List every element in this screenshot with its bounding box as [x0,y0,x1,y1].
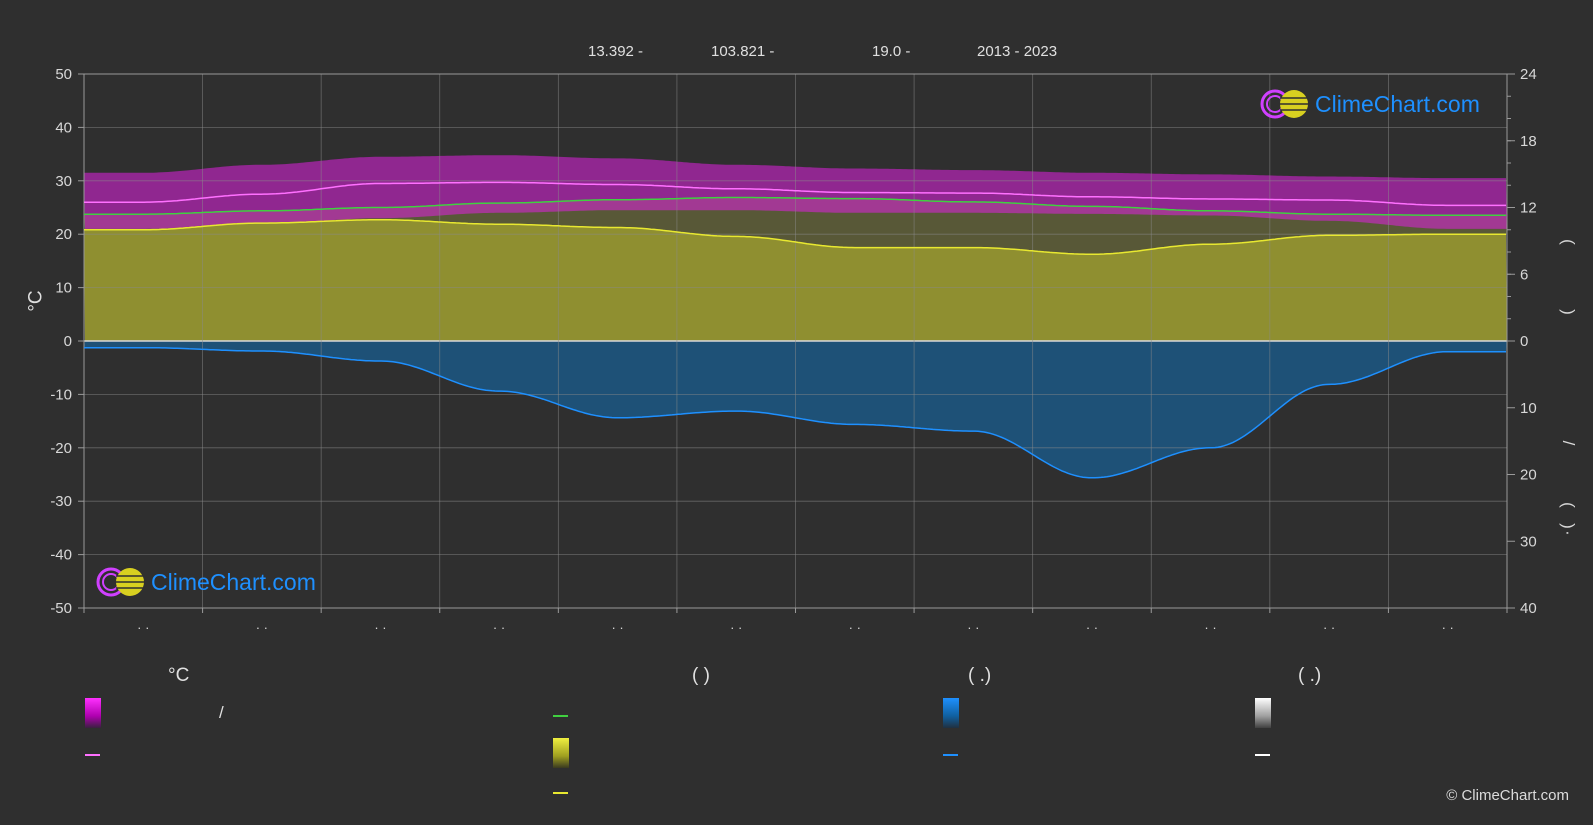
month-tick-label: · · [374,620,386,635]
month-tick-label: · · [1442,620,1454,635]
month-tick-label: · · [256,620,268,635]
month-tick-label: · · [967,620,979,635]
right-axis-tick-label: 30 [1520,533,1537,550]
month-tick-label: · · [849,620,861,635]
left-axis-tick-label: -20 [50,440,72,457]
right-axis-label-mark: ) [1559,309,1578,315]
daylight-line [84,196,1506,217]
right-axis-label-mark: / [1559,441,1578,446]
right-axis-label-mark: ) [1559,523,1578,529]
legend-snow-title: ( .) [1298,665,1322,686]
legend-snow-swatch [1255,698,1271,728]
month-tick-label: · · [137,620,149,635]
left-axis-tick-label: 10 [55,280,72,297]
left-axis-label: °C [25,290,47,312]
climechart-logo-icon [1260,89,1308,119]
right-axis-label-mark: · [1559,530,1578,536]
left-axis-tick-label: 30 [55,173,72,190]
precipitation-line [84,346,1506,479]
left-axis-tick-label: 50 [55,66,72,83]
legend-temp-title: °C [168,665,190,686]
month-tick-label: · · [493,620,505,635]
legend-sun-title: ( ) [692,665,710,686]
right-axis-tick-label: 18 [1520,133,1537,150]
right-axis-label-mark: ( [1559,239,1578,245]
legend-sunshine-swatch [553,738,569,768]
right-axis-tick-label: 20 [1520,467,1537,484]
legend-daylight-swatch [553,715,568,717]
right-axis-tick-label: 12 [1520,200,1537,217]
month-tick-label: · · [730,620,742,635]
right-axis-label-mark: ( [1559,502,1578,508]
copyright-text: © ClimeChart.com [1446,787,1569,804]
left-axis-tick-label: -30 [50,493,72,510]
month-tick-label: · · [1323,620,1335,635]
left-axis-tick-label: -40 [50,547,72,564]
legend-temp-range-text: / [219,703,224,722]
elevation-text: 19.0 - [872,43,911,60]
legend-rain-mean-swatch [943,754,958,756]
right-axis-tick-label: 0 [1520,333,1528,350]
left-axis-tick-label: -50 [50,600,72,617]
left-axis-tick-label: -10 [50,386,72,403]
right-axis-tick-label: 24 [1520,66,1537,83]
legend-rain-swatch [943,698,959,728]
legend-temp-range-swatch [85,698,101,728]
sunshine-line [84,218,1506,255]
month-tick-label: · · [611,620,623,635]
latitude-text: 13.392 - [588,43,644,60]
logo-top[interactable]: ClimeChart.com [1259,87,1480,121]
right-axis-tick-label: 40 [1520,600,1537,617]
longitude-text: 103.821 - [711,43,775,60]
right-axis-tick-label: 6 [1520,266,1528,283]
month-tick-label: · · [1204,620,1216,635]
legend-temp-mean-swatch [85,754,100,756]
climechart-logo-icon [96,567,144,597]
left-axis-tick-label: 40 [55,119,72,136]
logo-bottom[interactable]: ClimeChart.com [95,565,316,599]
month-tick-label: · · [1086,620,1098,635]
year-range-text: 2013 - 2023 [977,43,1058,60]
legend-snow-mean-swatch [1255,754,1270,756]
logo-text: ClimeChart.com [1315,90,1480,117]
logo-text: ClimeChart.com [151,568,316,595]
temperature-mean-line [84,181,1506,207]
left-axis-tick-label: 0 [64,333,72,350]
left-axis-tick-label: 20 [55,226,72,243]
legend-sunshine-mean-swatch [553,792,568,794]
legend-rain-title: ( .) [968,665,992,686]
right-axis-tick-label: 10 [1520,400,1537,417]
